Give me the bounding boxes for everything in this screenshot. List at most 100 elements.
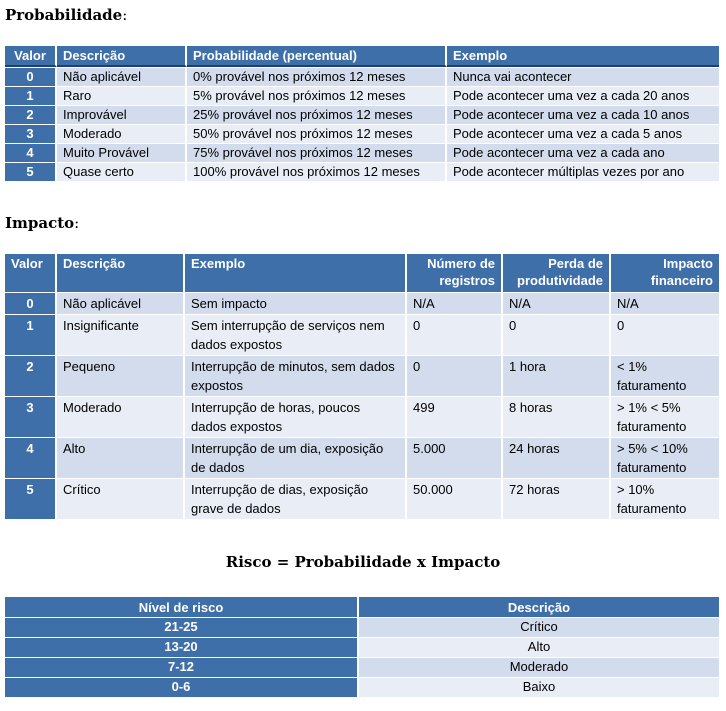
impact-col-exemplo: Exemplo: [185, 254, 407, 292]
impact-table-cell: Alto: [57, 437, 185, 478]
probability-table-cell: Muito Provável: [57, 143, 187, 162]
probability-table-cell: 100% provável nos próximos 12 meses: [187, 162, 447, 181]
impact-table: Valor Descrição Exemplo Número de regist…: [5, 254, 719, 519]
probability-table-row: 2 Improvável 25% provável nos próximos 12 …: [5, 105, 719, 124]
impact-heading: Impacto:: [5, 214, 80, 232]
impact-table-cell: 0: [503, 314, 611, 355]
impact-table-cell: Crítico: [57, 478, 185, 519]
probability-table-cell: Pode acontecer uma vez a cada ano: [447, 143, 719, 162]
risk-table-cell: Crítico: [359, 617, 719, 637]
impact-table-cell: Não aplicável: [57, 292, 185, 314]
risk-col-nivel: Nível de risco: [5, 597, 359, 617]
impact-table-cell: 5: [5, 478, 57, 519]
probability-table-cell: 1: [5, 86, 57, 105]
probability-col-exemplo: Exemplo: [447, 46, 719, 67]
impact-table-cell: 2: [5, 355, 57, 396]
risk-table-cell: 0-6: [5, 677, 359, 697]
impact-table-cell: 3: [5, 396, 57, 437]
probability-table-row: 1 Raro 5% provável nos próximos 12 meses Po…: [5, 86, 719, 105]
probability-table-cell: 5% provável nos próximos 12 meses: [187, 86, 447, 105]
impact-table-cell: 0: [407, 355, 503, 396]
probability-header-row: Valor Descrição Probabilidade (percentua…: [5, 46, 719, 67]
probability-table-cell: Pode acontecer uma vez a cada 5 anos: [447, 124, 719, 143]
probability-col-descricao: Descrição: [57, 46, 187, 67]
impact-table-cell: 4: [5, 437, 57, 478]
probability-table-cell: 75% provável nos próximos 12 meses: [187, 143, 447, 162]
risk-table-cell: Moderado: [359, 657, 719, 677]
impact-table-cell: Interrupção de horas, poucos dados expos…: [185, 396, 407, 437]
probability-table-cell: 2: [5, 105, 57, 124]
probability-table-row: 0 Não aplicável 0% provável nos próximos 1…: [5, 67, 719, 86]
impact-table-cell: Interrupção de dias, exposição grave de …: [185, 478, 407, 519]
impact-table-cell: 72 horas: [503, 478, 611, 519]
impact-table-cell: Interrupção de um dia, exposição de dado…: [185, 437, 407, 478]
probability-table-body: 0 Não aplicável 0% provável nos próximos 1…: [5, 67, 719, 181]
impact-col-descricao: Descrição: [57, 254, 185, 292]
probability-table-cell: 5: [5, 162, 57, 181]
impact-table-cell: Moderado: [57, 396, 185, 437]
impact-table-cell: 0: [407, 314, 503, 355]
risk-table-cell: 7-12: [5, 657, 359, 677]
impact-table-cell: Sem impacto: [185, 292, 407, 314]
probability-table-cell: 25% provável nos próximos 12 meses: [187, 105, 447, 124]
impact-table-cell: 24 horas: [503, 437, 611, 478]
probability-table-cell: 4: [5, 143, 57, 162]
risk-header-row: Nível de risco Descrição: [5, 597, 719, 617]
impact-table-cell: 1: [5, 314, 57, 355]
risk-table-row: 0-6 Baixo: [5, 677, 719, 697]
probability-heading-text: Probabilidade: [5, 6, 123, 24]
impact-col-valor: Valor: [5, 254, 57, 292]
impact-table-cell: 50.000: [407, 478, 503, 519]
probability-table-cell: Pode acontecer uma vez a cada 20 anos: [447, 86, 719, 105]
impact-header-row: Valor Descrição Exemplo Número de regist…: [5, 254, 719, 292]
risk-table-body: 21-25 Crítico 13-20 Alto 7-12 Moderado 0-6 Baix…: [5, 617, 719, 697]
impact-table-cell: 8 horas: [503, 396, 611, 437]
impact-table-cell: 5.000: [407, 437, 503, 478]
impact-table-cell: > 1% < 5% faturamento: [611, 396, 719, 437]
impact-table-row: 5 Crítico Interrupção de dias, exposição g…: [5, 478, 719, 519]
risk-table-cell: Alto: [359, 637, 719, 657]
probability-table-cell: Nunca vai acontecer: [447, 67, 719, 86]
impact-table-cell: Pequeno: [57, 355, 185, 396]
probability-table-cell: 0% provável nos próximos 12 meses: [187, 67, 447, 86]
impact-table-row: 3 Moderado Interrupção de horas, poucos da…: [5, 396, 719, 437]
impact-table-cell: 0: [5, 292, 57, 314]
risk-table-cell: Baixo: [359, 677, 719, 697]
impact-table-cell: N/A: [503, 292, 611, 314]
impact-col-produtividade: Perda de produtividade: [503, 254, 611, 292]
impact-table-cell: 1 hora: [503, 355, 611, 396]
probability-table-cell: 3: [5, 124, 57, 143]
risk-table: Nível de risco Descrição 21-25 Crítico 13-…: [5, 597, 719, 697]
risk-formula-title: Risco = Probabilidade x Impacto: [225, 553, 501, 571]
probability-table-cell: Não aplicável: [57, 67, 187, 86]
risk-table-cell: 21-25: [5, 617, 359, 637]
probability-table-cell: Improvável: [57, 105, 187, 124]
probability-heading: Probabilidade:: [5, 6, 128, 24]
probability-table: Valor Descrição Probabilidade (percentua…: [5, 46, 719, 181]
impact-table-cell: > 5% < 10% faturamento: [611, 437, 719, 478]
probability-table-row: 3 Moderado 50% provável nos próximos 12 me…: [5, 124, 719, 143]
probability-table-cell: Raro: [57, 86, 187, 105]
impact-table-cell: N/A: [407, 292, 503, 314]
probability-col-valor: Valor: [5, 46, 57, 67]
impact-table-row: 0 Não aplicável Sem impacto N/A N/A N/A: [5, 292, 719, 314]
impact-table-cell: 499: [407, 396, 503, 437]
impact-col-financeiro: Impacto financeiro: [611, 254, 719, 292]
probability-table-cell: Pode acontecer uma vez a cada 10 anos: [447, 105, 719, 124]
risk-table-row: 7-12 Moderado: [5, 657, 719, 677]
probability-table-cell: Quase certo: [57, 162, 187, 181]
impact-table-row: 2 Pequeno Interrupção de minutos, sem dado…: [5, 355, 719, 396]
risk-table-row: 13-20 Alto: [5, 637, 719, 657]
probability-table-cell: Moderado: [57, 124, 187, 143]
impact-table-cell: Insignificante: [57, 314, 185, 355]
impact-table-cell: 0: [611, 314, 719, 355]
impact-table-cell: Interrupção de minutos, sem dados expost…: [185, 355, 407, 396]
impact-table-cell: Sem interrupção de serviços nem dados ex…: [185, 314, 407, 355]
probability-table-row: 4 Muito Provável 75% provável nos próximos…: [5, 143, 719, 162]
probability-col-probabilidade: Probabilidade (percentual): [187, 46, 447, 67]
impact-table-cell: N/A: [611, 292, 719, 314]
risk-table-cell: 13-20: [5, 637, 359, 657]
probability-table-row: 5 Quase certo 100% provável nos próximos 1…: [5, 162, 719, 181]
impact-heading-text: Impacto: [5, 214, 75, 232]
impact-table-cell: < 1% faturamento: [611, 355, 719, 396]
